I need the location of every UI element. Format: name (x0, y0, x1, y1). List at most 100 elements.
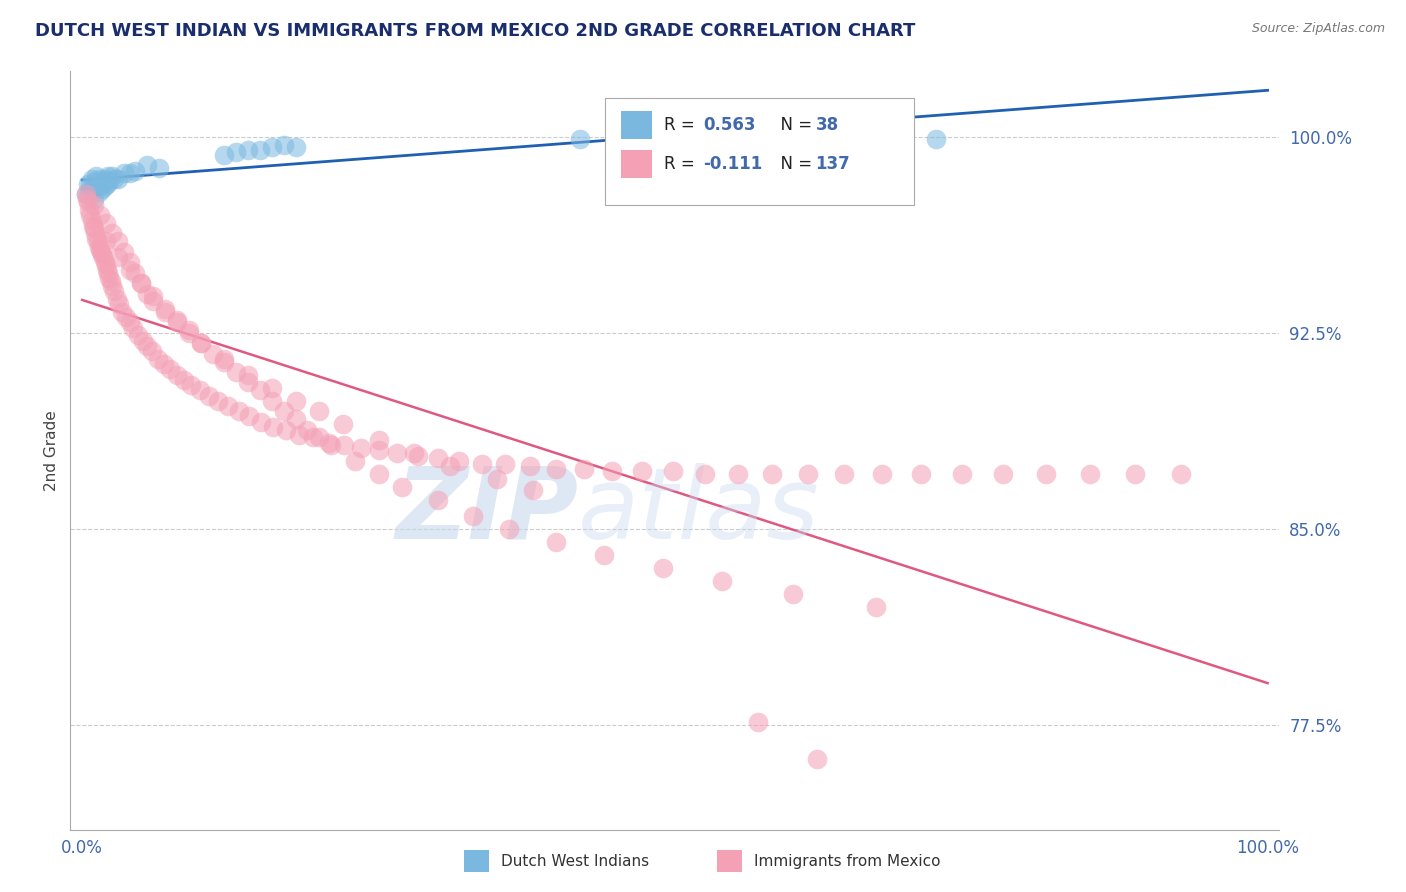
Point (136, 286, 159, 301)
Point (94, 258, 117, 272)
Point (546, 535, 568, 549)
Point (131, 334, 153, 348)
Point (100, 273, 122, 287)
Point (136, 159, 159, 173)
Point (297, 423, 319, 437)
Point (236, 143, 259, 157)
Point (284, 140, 307, 154)
Point (207, 393, 229, 408)
Point (343, 454, 366, 468)
Point (782, 587, 804, 601)
Point (142, 294, 165, 309)
Point (131, 276, 153, 290)
Point (75, 187, 97, 202)
Point (97, 266, 120, 280)
Point (406, 449, 429, 463)
Point (308, 404, 330, 418)
Point (101, 278, 124, 293)
Point (747, 715, 769, 730)
Point (546, 462, 568, 476)
Point (107, 235, 129, 249)
Text: 0.563: 0.563 (703, 116, 755, 134)
Point (319, 438, 342, 452)
Point (711, 574, 734, 589)
Point (249, 143, 271, 157)
Point (727, 467, 749, 481)
Point (87, 239, 110, 253)
Point (77, 195, 100, 210)
Point (115, 310, 138, 325)
Point (693, 467, 716, 481)
Point (288, 427, 311, 442)
Point (652, 561, 675, 575)
Point (569, 132, 592, 146)
Point (872, 467, 894, 481)
Point (519, 459, 541, 474)
Point (101, 169, 124, 183)
Point (98, 271, 121, 285)
Point (201, 347, 224, 361)
Point (449, 454, 471, 468)
Point (136, 339, 159, 353)
Y-axis label: 2nd Grade: 2nd Grade (44, 410, 59, 491)
Text: 137: 137 (815, 155, 851, 173)
Point (127, 328, 149, 343)
Point (103, 284, 125, 298)
Text: N =: N = (770, 155, 818, 173)
Point (91, 182, 114, 196)
Point (177, 323, 200, 337)
Point (77, 185, 100, 199)
Point (426, 493, 449, 508)
Point (122, 320, 145, 334)
Point (572, 462, 595, 476)
Point (522, 483, 544, 497)
Point (198, 388, 221, 402)
Point (302, 430, 325, 444)
Point (82, 219, 104, 233)
Point (89, 171, 111, 186)
Point (404, 446, 426, 460)
Point (190, 336, 212, 351)
Text: N =: N = (770, 116, 818, 134)
Point (1123, 467, 1146, 481)
Point (180, 378, 202, 392)
Point (214, 351, 236, 366)
Point (214, 354, 236, 368)
Point (796, 467, 818, 481)
Point (236, 368, 259, 382)
Point (190, 336, 212, 351)
Point (273, 137, 295, 152)
Point (834, 467, 856, 481)
Point (112, 166, 135, 180)
Point (350, 441, 373, 455)
Point (94, 235, 117, 249)
Point (83, 193, 105, 207)
Point (146, 351, 169, 366)
Point (91, 247, 114, 261)
Text: atlas: atlas (578, 463, 820, 559)
Text: 38: 38 (815, 116, 838, 134)
Point (84, 174, 107, 188)
Point (118, 263, 141, 277)
Point (131, 276, 153, 290)
Point (166, 315, 188, 329)
Point (761, 467, 783, 481)
Point (93, 255, 115, 269)
Point (249, 384, 271, 398)
Point (236, 376, 259, 390)
Point (87, 185, 110, 199)
Point (118, 255, 141, 269)
Point (118, 166, 141, 180)
Point (262, 420, 284, 434)
Text: R =: R = (664, 155, 700, 173)
Point (260, 381, 283, 395)
Point (664, 134, 686, 148)
Point (124, 266, 146, 280)
Point (97, 169, 120, 183)
Point (600, 464, 623, 478)
Point (238, 409, 260, 424)
Point (333, 438, 356, 452)
Point (367, 467, 389, 481)
Point (90, 244, 112, 259)
Point (124, 163, 146, 178)
